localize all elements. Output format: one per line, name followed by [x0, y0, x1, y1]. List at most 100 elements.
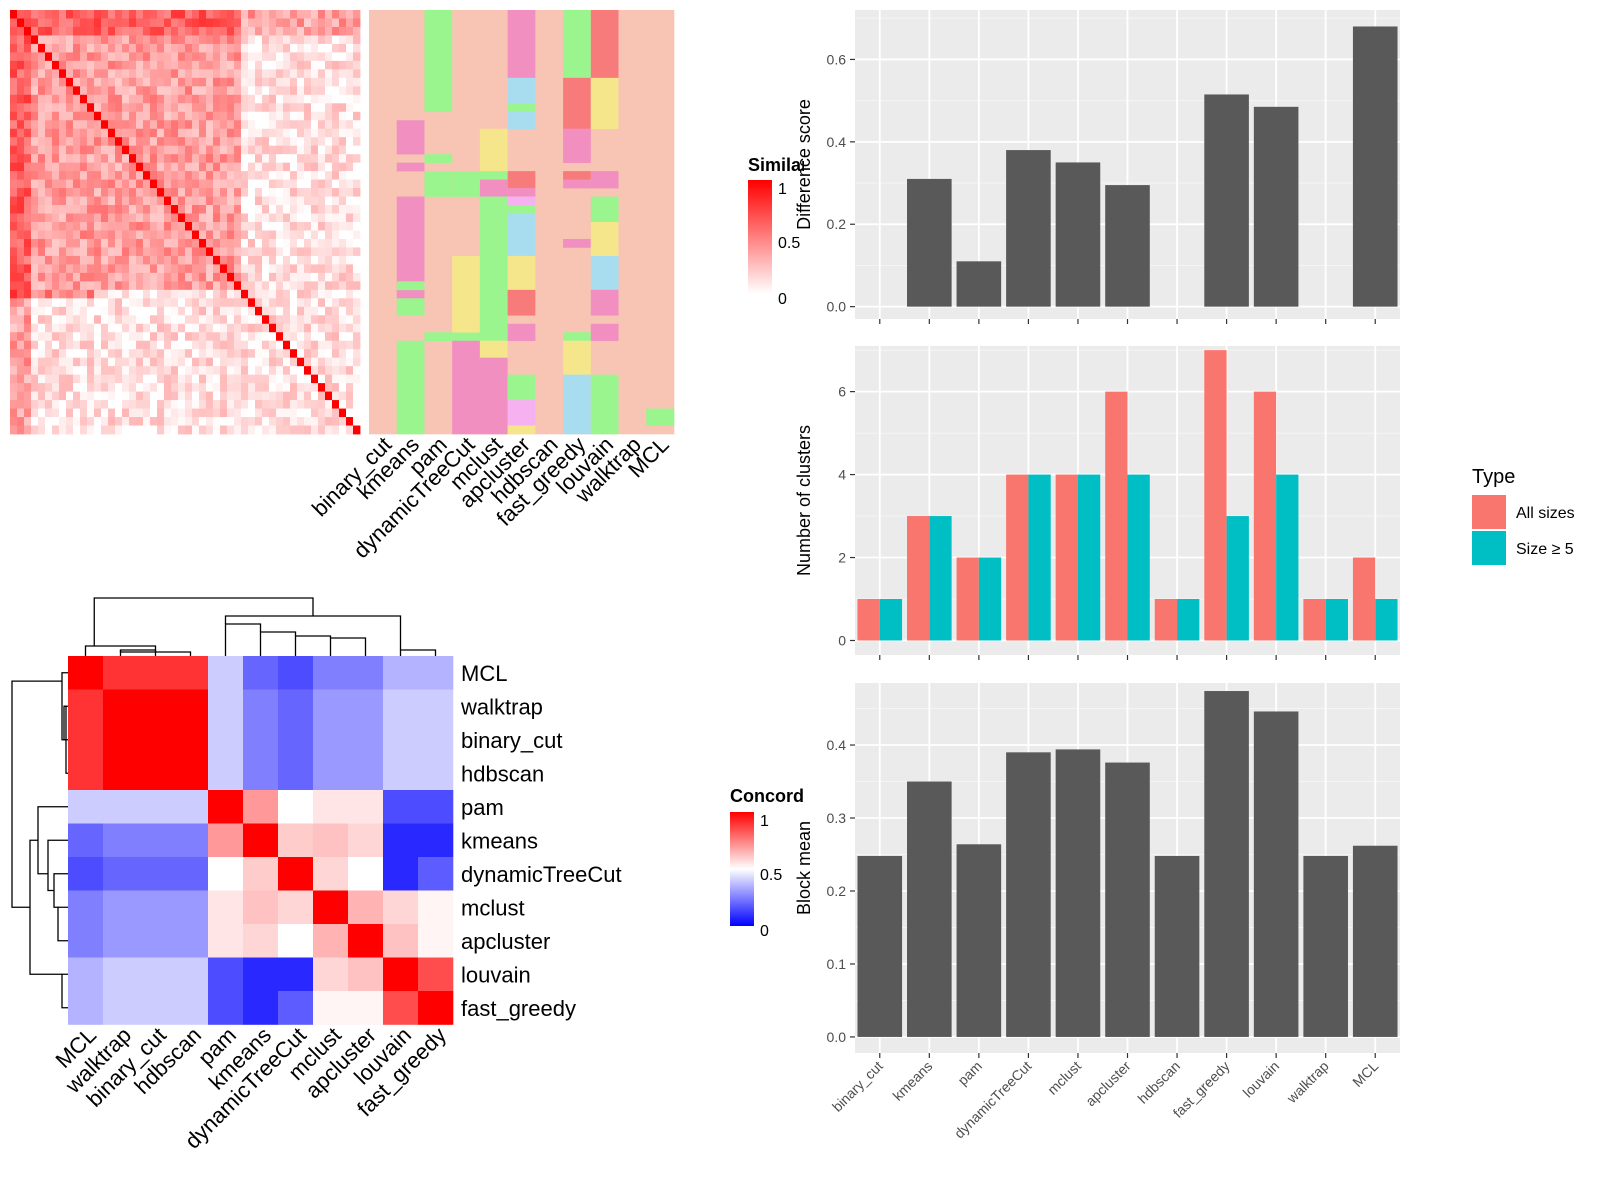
- similarity-cell: [262, 289, 270, 299]
- similarity-cell: [213, 230, 221, 240]
- concordance-row-label: walktrap: [460, 694, 543, 719]
- similarity-cell: [248, 306, 256, 316]
- similarity-cell: [24, 222, 32, 231]
- similarity-cell: [248, 349, 256, 359]
- concordance-cell: [68, 924, 104, 958]
- similarity-cell: [304, 264, 312, 274]
- cluster-block: [424, 171, 453, 197]
- similarity-cell: [297, 425, 305, 435]
- similarity-cell: [164, 154, 172, 164]
- similarity-cell: [87, 128, 95, 138]
- similarity-cell: [94, 10, 102, 19]
- similarity-cell: [332, 154, 340, 164]
- similarity-cell: [17, 26, 25, 36]
- similarity-cell: [115, 255, 123, 265]
- bar: [1105, 762, 1150, 1037]
- left-dendrogram-link: [11, 680, 62, 908]
- similarity-cell: [59, 196, 67, 206]
- similarity-cell: [206, 349, 214, 359]
- similarity-cell: [339, 332, 347, 342]
- y-axis-title: Block mean: [794, 821, 814, 915]
- similarity-cell: [185, 86, 193, 96]
- similarity-cell: [332, 18, 340, 28]
- similarity-cell: [262, 188, 270, 197]
- similarity-cell: [192, 188, 200, 197]
- similarity-cell: [255, 26, 263, 36]
- similarity-cell: [325, 179, 333, 189]
- similarity-cell: [94, 26, 102, 36]
- similarity-cell: [136, 340, 144, 350]
- similarity-cell: [101, 77, 109, 87]
- similarity-cell: [87, 35, 95, 45]
- similarity-cell: [339, 179, 347, 189]
- similarity-cell: [297, 298, 305, 308]
- similarity-cell: [157, 247, 165, 257]
- similarity-cell: [87, 213, 95, 223]
- concordance-cell: [313, 689, 349, 724]
- similarity-cell: [59, 128, 67, 138]
- similarity-cell: [129, 247, 137, 257]
- similarity-cell: [80, 264, 88, 274]
- concordance-row-label: fast_greedy: [461, 996, 576, 1021]
- similarity-cell: [304, 417, 312, 426]
- similarity-cell: [297, 255, 305, 265]
- similarity-cell: [150, 43, 158, 53]
- similarity-cell: [66, 247, 74, 257]
- similarity-cell: [297, 77, 305, 87]
- similarity-cell: [276, 400, 284, 409]
- similarity-cell: [38, 43, 46, 53]
- similarity-cell: [241, 247, 249, 257]
- similarity-cell: [178, 425, 186, 435]
- similarity-cell: [255, 383, 263, 392]
- similarity-cell: [143, 196, 151, 206]
- bar: [1204, 691, 1249, 1037]
- similarity-cell: [101, 26, 109, 36]
- similarity-cell: [241, 205, 249, 214]
- similarity-cell: [24, 349, 32, 359]
- similarity-cell: [206, 374, 214, 384]
- similarity-cell: [52, 154, 60, 164]
- similarity-cell: [213, 298, 221, 308]
- similarity-cell: [206, 383, 214, 392]
- similarity-cell: [80, 213, 88, 223]
- similarity-cell: [87, 366, 95, 376]
- similarity-cell: [80, 188, 88, 197]
- similarity-cell: [311, 52, 319, 62]
- similarity-cell: [171, 255, 179, 265]
- similarity-cell: [108, 86, 116, 96]
- similarity-cell: [150, 306, 158, 316]
- similarity-cell: [283, 222, 291, 231]
- similarity-cell: [220, 349, 228, 359]
- similarity-cell: [157, 188, 165, 197]
- similarity-cell: [38, 425, 46, 435]
- similarity-cell: [346, 417, 354, 426]
- similarity-cell: [185, 162, 193, 172]
- bar: [857, 599, 880, 641]
- similarity-cell: [311, 366, 319, 376]
- similarity-cell: [276, 26, 284, 36]
- similarity-cell: [213, 35, 221, 45]
- similarity-cell: [283, 10, 291, 19]
- similarity-cell: [17, 417, 25, 426]
- similarity-cell: [73, 230, 81, 240]
- similarity-cell: [52, 222, 60, 231]
- x-tick-label: hdbscan: [1134, 1058, 1183, 1107]
- similarity-cell: [339, 86, 347, 96]
- bar: [1226, 516, 1249, 641]
- similarity-cell: [52, 145, 60, 155]
- similarity-cell: [115, 247, 123, 257]
- similarity-cell: [24, 247, 32, 257]
- similarity-cell: [241, 272, 249, 282]
- similarity-cell: [17, 315, 25, 325]
- similarity-cell: [164, 264, 172, 274]
- similarity-cell: [24, 120, 32, 130]
- similarity-cell: [178, 94, 186, 104]
- similarity-cell: [108, 357, 116, 367]
- similarity-cell: [178, 383, 186, 392]
- similarity-cell: [45, 128, 53, 138]
- similarity-cell: [255, 315, 263, 325]
- concordance-cell: [313, 924, 349, 958]
- concordance-cell: [348, 924, 384, 958]
- similarity-cell: [255, 332, 263, 342]
